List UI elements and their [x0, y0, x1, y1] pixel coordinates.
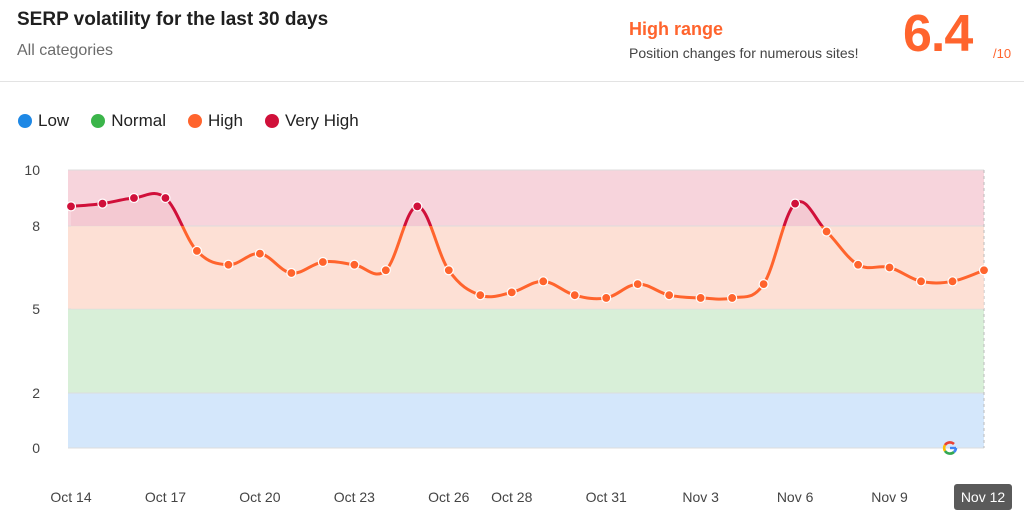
data-point[interactable]: Oct 26: 6.4	[443, 265, 454, 276]
data-point[interactable]: Nov 8: 6.6	[852, 259, 864, 270]
band-normal	[68, 309, 984, 393]
data-point[interactable]: Oct 24: 6.4	[380, 265, 391, 276]
legend-dot-low	[18, 114, 32, 128]
data-point[interactable]: Nov 6: 8.8	[790, 198, 801, 209]
data-point[interactable]: Oct 14: 8.7	[65, 201, 77, 212]
data-point[interactable]: Nov 7: 7.8	[821, 226, 832, 237]
range-label: High range	[629, 19, 724, 39]
data-point[interactable]: Oct 22: 6.7	[317, 256, 328, 268]
data-point[interactable]: Oct 21: 6.3	[286, 267, 297, 279]
legend-label-normal: Normal	[111, 111, 166, 130]
data-point[interactable]: Oct 19: 6.6	[223, 259, 234, 270]
volatility-chart: 0 2 5 8 10 Oct 14: 8.7 Oct 15: 8.8 Oct 16: 9 Oct…	[24, 162, 1012, 510]
x-tick-label: Oct 31	[586, 489, 627, 505]
data-point[interactable]: Nov 9: 6.5	[884, 262, 895, 273]
y-tick-label: 10	[24, 162, 40, 178]
legend-dot-high	[187, 114, 202, 128]
data-point[interactable]: Nov 12: 6.4	[978, 265, 990, 276]
x-tick-label: Oct 17	[145, 489, 186, 505]
y-tick-label: 5	[32, 301, 40, 317]
data-point[interactable]: Oct 27: 5.5	[475, 290, 486, 301]
data-point[interactable]: Nov 1: 5.9	[632, 279, 643, 290]
x-tick-label: Nov 9	[871, 489, 908, 505]
legend-item-very-high[interactable]: Very High	[264, 111, 359, 131]
legend-label-high: High	[207, 111, 243, 130]
legend-dot-normal	[91, 114, 106, 128]
page-title: SERP volatility for the last 30 days	[17, 9, 329, 30]
band-low	[68, 393, 984, 448]
range-description: Position changes for numerous sites!	[629, 45, 859, 61]
data-point[interactable]: Oct 29: 6	[538, 276, 549, 287]
header: SERP volatility for the last 30 days All…	[0, 0, 1024, 82]
x-tick-label: Nov 6	[777, 489, 814, 505]
data-point[interactable]: Oct 20: 7	[254, 248, 265, 259]
volatility-score: 6.4	[903, 5, 973, 63]
y-tick-label: 0	[32, 440, 40, 456]
legend-item-normal[interactable]: Normal	[91, 111, 166, 131]
x-tick-label[interactable]: Nov 12	[961, 489, 1006, 505]
data-point[interactable]: Oct 28: 5.6	[506, 287, 517, 298]
data-point[interactable]: Nov 2: 5.5	[664, 290, 675, 301]
band-very-high	[68, 170, 984, 226]
x-tick-label: Nov 3	[682, 489, 719, 505]
data-point[interactable]: Oct 17: 9	[160, 192, 171, 204]
data-point[interactable]: Oct 16: 9	[128, 192, 140, 204]
data-point[interactable]: Oct 30: 5.5	[569, 290, 580, 301]
google-icon	[942, 441, 958, 455]
very-high-area	[71, 193, 822, 226]
data-point[interactable]: Oct 31: 5.4	[601, 292, 612, 304]
score-max: /10	[993, 46, 1012, 61]
x-tick-label: Oct 28	[491, 489, 532, 505]
legend: Low Normal High Very High	[18, 111, 359, 131]
data-point[interactable]: Nov 4: 5.4	[727, 292, 738, 304]
data-point[interactable]: Nov 10: 6	[915, 276, 927, 287]
data-point[interactable]: Oct 15: 8.8	[97, 198, 108, 209]
data-point[interactable]: Oct 25: 8.7	[412, 201, 423, 212]
y-tick-label: 2	[32, 385, 40, 401]
category-subtitle: All categories	[17, 42, 114, 59]
data-point[interactable]: Nov 11: 6	[947, 276, 958, 287]
legend-item-low[interactable]: Low	[18, 111, 69, 131]
x-tick-label: Oct 14	[50, 489, 91, 505]
legend-label-low: Low	[38, 111, 70, 130]
data-point[interactable]: Oct 18: 7.1	[191, 245, 203, 256]
y-tick-label: 8	[32, 218, 40, 234]
x-tick-label: Oct 26	[428, 489, 469, 505]
data-point[interactable]: Nov 5: 5.9	[758, 279, 769, 290]
legend-dot-very-high	[264, 114, 279, 128]
data-point[interactable]: Oct 23: 6.6	[349, 259, 360, 270]
legend-item-high[interactable]: High	[187, 111, 243, 131]
high-area	[71, 226, 984, 309]
x-tick-label: Oct 23	[334, 489, 375, 505]
data-point[interactable]: Nov 3: 5.4	[695, 292, 706, 304]
x-tick-label: Oct 20	[239, 489, 280, 505]
legend-label-very-high: Very High	[284, 111, 359, 130]
x-tick-highlight	[954, 484, 1012, 510]
